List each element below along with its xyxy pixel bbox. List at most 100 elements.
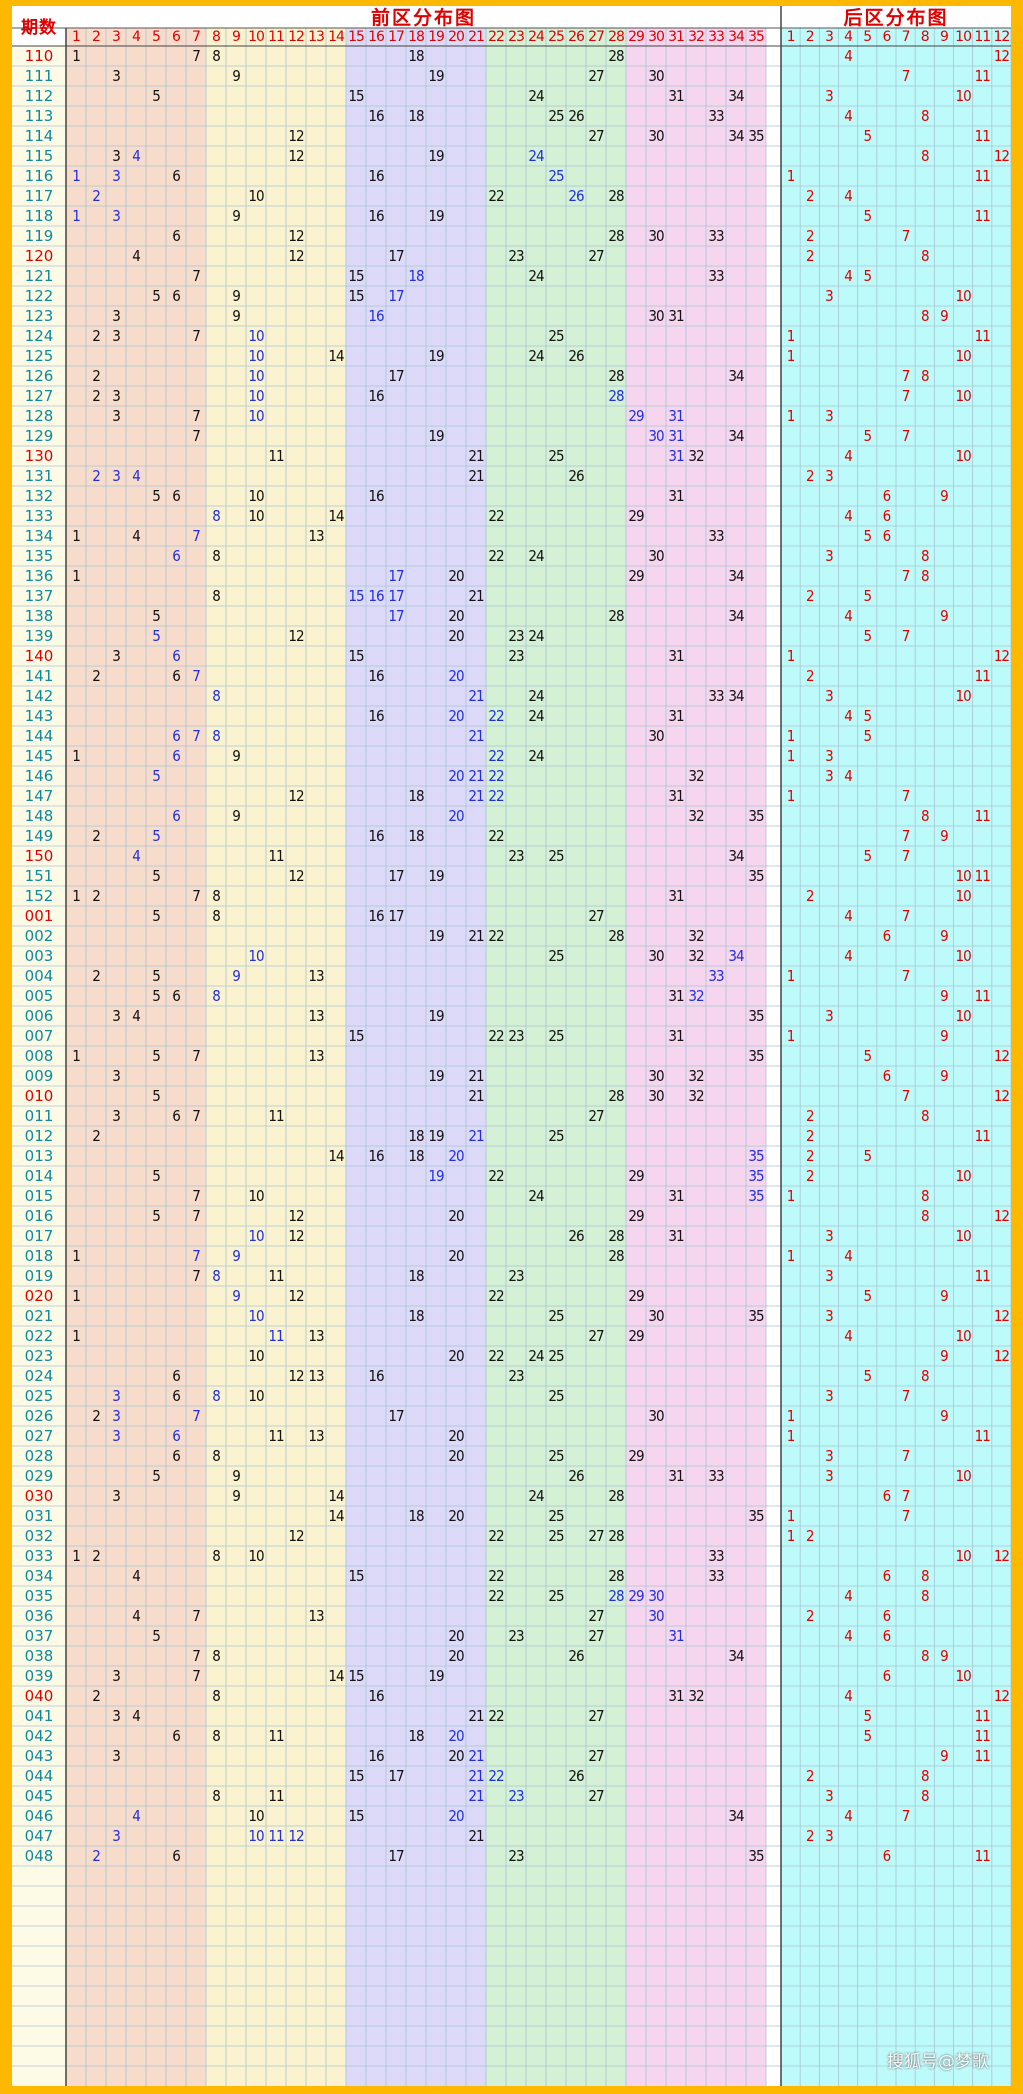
back-ball: 1 — [786, 787, 796, 805]
back-ball: 7 — [901, 907, 911, 925]
period-label: 149 — [24, 827, 54, 845]
back-ball: 1 — [786, 1407, 796, 1425]
front-ball: 4 — [132, 527, 141, 545]
period-label: 135 — [24, 547, 54, 565]
front-ball: 7 — [192, 667, 201, 685]
front-ball: 33 — [708, 687, 724, 705]
front-ball: 10 — [248, 1807, 264, 1825]
front-col-header: 27 — [588, 29, 605, 45]
front-ball: 15 — [348, 87, 364, 105]
front-ball: 6 — [172, 487, 181, 505]
front-ball: 30 — [648, 227, 664, 245]
front-ball: 13 — [308, 1007, 324, 1025]
front-ball: 25 — [548, 1307, 564, 1325]
front-ball: 3 — [112, 1407, 121, 1425]
front-col-header: 8 — [212, 29, 221, 45]
front-ball: 23 — [508, 1787, 524, 1805]
front-ball: 33 — [708, 227, 724, 245]
back-ball: 1 — [786, 1507, 796, 1525]
front-ball: 17 — [388, 1407, 404, 1425]
front-ball: 31 — [668, 787, 684, 805]
front-ball: 25 — [548, 1507, 564, 1525]
front-ball: 8 — [212, 47, 221, 65]
front-ball: 12 — [288, 867, 304, 885]
front-ball: 7 — [192, 1407, 201, 1425]
front-ball: 10 — [248, 1827, 264, 1845]
front-ball: 17 — [388, 607, 404, 625]
back-ball: 9 — [940, 1747, 949, 1765]
front-ball: 3 — [112, 1827, 121, 1845]
back-ball: 3 — [825, 407, 834, 425]
front-ball: 1 — [72, 567, 81, 585]
back-ball: 12 — [993, 1207, 1010, 1225]
front-ball: 3 — [112, 147, 121, 165]
front-ball: 20 — [448, 1427, 464, 1445]
period-label: 123 — [24, 307, 54, 325]
period-label: 139 — [24, 627, 54, 645]
back-ball: 12 — [993, 1307, 1010, 1325]
back-ball: 1 — [786, 1027, 796, 1045]
front-ball: 25 — [548, 1527, 564, 1545]
front-ball: 27 — [588, 1107, 604, 1125]
front-ball: 34 — [728, 1647, 744, 1665]
back-ball: 8 — [920, 1647, 930, 1665]
front-ball: 8 — [212, 1387, 221, 1405]
front-ball: 21 — [468, 767, 484, 785]
front-ball: 9 — [232, 747, 241, 765]
front-ball: 27 — [588, 127, 604, 145]
back-ball: 10 — [955, 687, 971, 705]
front-ball: 34 — [728, 127, 744, 145]
period-label: 037 — [24, 1627, 54, 1645]
front-ball: 28 — [608, 387, 624, 405]
back-ball: 7 — [901, 67, 911, 85]
back-ball: 7 — [901, 427, 911, 445]
front-ball: 20 — [448, 1627, 464, 1645]
period-label: 148 — [24, 807, 54, 825]
front-ball: 29 — [628, 1167, 644, 1185]
front-ball: 5 — [152, 767, 161, 785]
front-ball: 21 — [468, 927, 484, 945]
front-ball: 34 — [728, 367, 744, 385]
front-col-header: 13 — [308, 29, 325, 45]
front-col-header: 35 — [748, 29, 765, 45]
back-ball: 3 — [825, 87, 834, 105]
front-ball: 35 — [748, 1507, 764, 1525]
back-ball: 6 — [882, 927, 892, 945]
back-ball: 8 — [920, 1587, 930, 1605]
front-ball: 19 — [428, 867, 444, 885]
front-ball: 5 — [152, 1207, 161, 1225]
front-ball: 19 — [428, 147, 444, 165]
front-ball: 7 — [192, 527, 201, 545]
front-ball: 10 — [248, 1347, 264, 1365]
back-col-header: 3 — [824, 29, 834, 45]
front-ball: 3 — [112, 647, 121, 665]
front-ball: 15 — [348, 267, 364, 285]
front-ball: 3 — [112, 467, 121, 485]
back-ball: 10 — [955, 947, 971, 965]
front-ball: 3 — [112, 327, 121, 345]
back-ball: 10 — [955, 287, 971, 305]
front-ball: 18 — [408, 267, 424, 285]
front-ball: 18 — [408, 107, 424, 125]
back-ball: 8 — [920, 807, 930, 825]
front-ball: 22 — [488, 1767, 504, 1785]
period-label: 010 — [24, 1087, 54, 1105]
back-ball: 5 — [863, 1367, 872, 1385]
front-ball: 34 — [728, 427, 744, 445]
back-ball: 5 — [863, 207, 872, 225]
front-ball: 20 — [448, 1447, 464, 1465]
period-label: 137 — [24, 587, 54, 605]
front-ball: 28 — [608, 1247, 624, 1265]
front-ball: 17 — [388, 587, 404, 605]
front-ball: 7 — [192, 1107, 201, 1125]
back-ball: 9 — [940, 607, 949, 625]
front-ball: 10 — [248, 407, 264, 425]
front-ball: 25 — [548, 1027, 564, 1045]
front-ball: 21 — [468, 1827, 484, 1845]
front-ball: 6 — [172, 1427, 181, 1445]
back-ball: 10 — [955, 347, 971, 365]
front-ball: 3 — [112, 1667, 121, 1685]
period-label: 126 — [24, 367, 54, 385]
front-ball: 20 — [448, 767, 464, 785]
front-ball: 16 — [368, 587, 384, 605]
